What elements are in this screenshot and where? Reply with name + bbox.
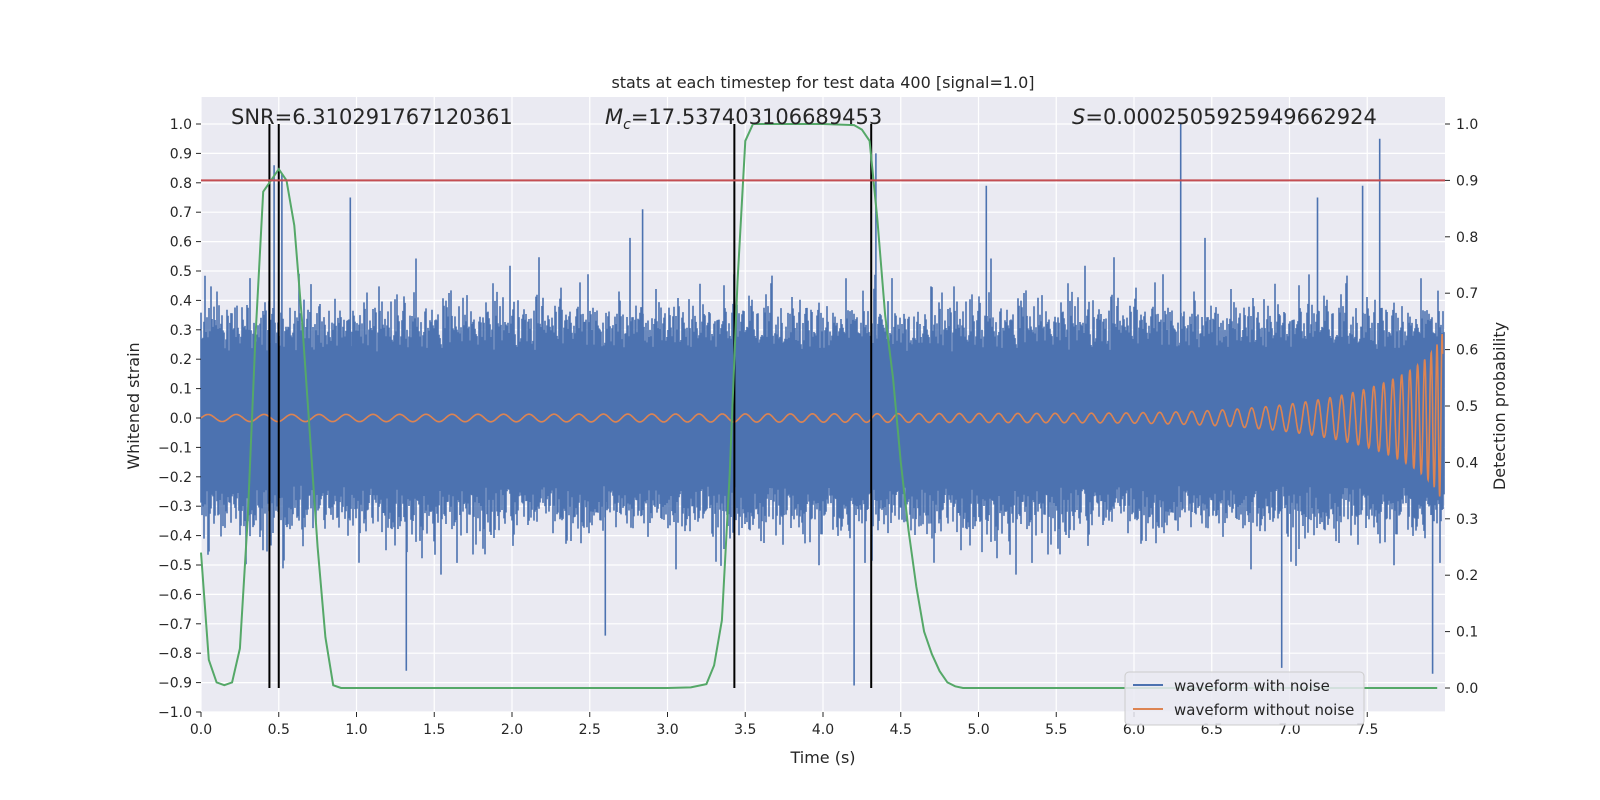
y-tick-label: 0.4	[170, 293, 192, 309]
y-tick-label: −0.9	[158, 676, 192, 692]
x-tick-label: 7.5	[1356, 722, 1378, 738]
y-tick-label: −0.1	[158, 440, 192, 456]
y-tick-label: 0.0	[170, 411, 192, 427]
legend: waveform with noise waveform without noi…	[1124, 671, 1365, 726]
data-layer	[200, 123, 1445, 689]
y2-tick-label: 1.0	[1456, 117, 1478, 133]
y-tick-label: −0.4	[158, 529, 192, 545]
y2-tick-label: 0.1	[1456, 625, 1478, 641]
y2-tick-label: 0.6	[1456, 343, 1478, 359]
detection-probability-line	[200, 123, 1438, 689]
y-tick-label: −0.3	[158, 499, 192, 515]
chirp-mass-annotation: Mc=17.537403106689453	[605, 105, 882, 133]
y-tick-label: 0.7	[170, 205, 192, 221]
y2-tick-label: 0.3	[1456, 512, 1478, 528]
snr-annotation: SNR=6.310291767120361	[231, 105, 513, 129]
y2-tick-label: 0.5	[1456, 399, 1478, 415]
chirp-mass-symbol: M	[605, 105, 623, 129]
chirp-mass-subscript: c	[623, 117, 631, 133]
y-tick-label: 0.9	[170, 146, 192, 162]
y-axis-label: Whitened strain	[124, 342, 143, 469]
x-tick-label: 7.0	[1278, 722, 1300, 738]
chirp-mass-value: =17.537403106689453	[631, 105, 882, 129]
x-tick-label: 2.0	[501, 722, 523, 738]
y2-tick-label: 0.4	[1456, 455, 1478, 471]
legend-label-noise: waveform with noise	[1174, 677, 1330, 695]
clean-waveform-line	[200, 333, 1444, 497]
x-axis-label: Time (s)	[789, 748, 855, 767]
x-tick-label: 4.0	[812, 722, 834, 738]
y-tick-label: 0.3	[170, 323, 192, 339]
y2-tick-label: 0.8	[1456, 230, 1478, 246]
y-tick-label: −0.5	[158, 558, 192, 574]
x-tick-label: 0.0	[190, 722, 212, 738]
y-tick-label: 0.8	[170, 176, 192, 192]
x-tick-label: 3.0	[656, 722, 678, 738]
y-tick-label: −0.8	[158, 646, 192, 662]
y-tick-label: 0.2	[170, 352, 192, 368]
significance-value: =0.0002505925949662924	[1085, 105, 1377, 129]
y2-axis-label: Detection probability	[1490, 322, 1509, 490]
x-tick-label: 2.5	[579, 722, 601, 738]
y-tick-label: −1.0	[158, 705, 192, 721]
y2-tick-label: 0.2	[1456, 568, 1478, 584]
x-tick-label: 6.0	[1123, 722, 1145, 738]
significance-annotation: S=0.0002505925949662924	[1072, 105, 1377, 129]
x-tick-label: 1.0	[345, 722, 367, 738]
x-tick-label: 3.5	[734, 722, 756, 738]
y2-tick-label: 0.9	[1456, 173, 1478, 189]
legend-label-clean: waveform without noise	[1174, 701, 1354, 719]
x-tick-label: 1.5	[423, 722, 445, 738]
x-tick-label: 5.5	[1045, 722, 1067, 738]
x-tick-label: 5.0	[967, 722, 989, 738]
significance-symbol: S	[1072, 105, 1085, 129]
axes: 0.0 0.5 1.0 1.5 2.0 2.5 3.0 3.5 4.0 4.5 5.0 5.5 6.0 6…	[158, 117, 1478, 738]
y-tick-label: 0.5	[170, 264, 192, 280]
legend-box	[1124, 671, 1365, 726]
y-tick-label: −0.6	[158, 587, 192, 603]
y2-tick-label: 0.7	[1456, 286, 1478, 302]
x-tick-label: 6.5	[1201, 722, 1223, 738]
y-tick-label: −0.7	[158, 617, 192, 633]
y-tick-label: 1.0	[170, 117, 192, 133]
x-tick-label: 4.5	[890, 722, 912, 738]
y2-tick-label: 0.0	[1456, 681, 1478, 697]
x-tick-label: 0.5	[268, 722, 290, 738]
chart-title: stats at each timestep for test data 400…	[611, 73, 1034, 92]
y-tick-label: 0.6	[170, 235, 192, 251]
y-tick-label: −0.2	[158, 470, 192, 486]
y-tick-label: 0.1	[170, 382, 192, 398]
